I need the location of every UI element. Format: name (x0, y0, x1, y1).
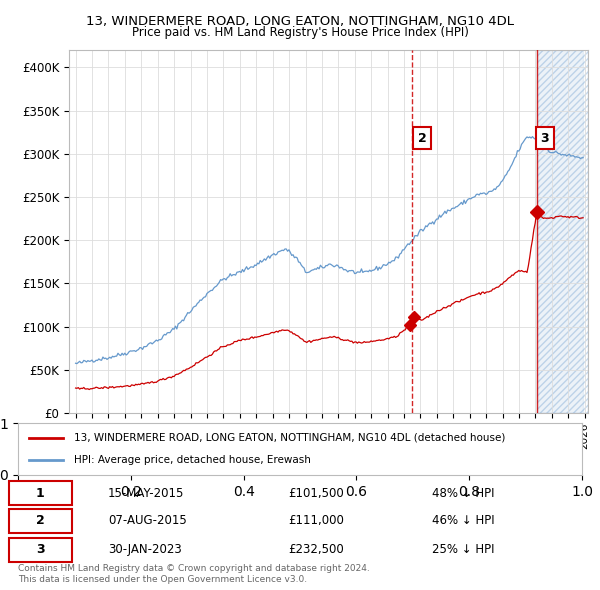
Text: 2: 2 (418, 132, 427, 145)
Text: £111,000: £111,000 (288, 514, 344, 527)
Text: 13, WINDERMERE ROAD, LONG EATON, NOTTINGHAM, NG10 4DL: 13, WINDERMERE ROAD, LONG EATON, NOTTING… (86, 15, 514, 28)
FancyBboxPatch shape (9, 509, 72, 533)
Text: 25% ↓ HPI: 25% ↓ HPI (432, 543, 494, 556)
Text: 48% ↓ HPI: 48% ↓ HPI (432, 487, 494, 500)
Text: 1: 1 (36, 487, 44, 500)
FancyBboxPatch shape (9, 481, 72, 505)
Text: 46% ↓ HPI: 46% ↓ HPI (432, 514, 494, 527)
Text: £101,500: £101,500 (288, 487, 344, 500)
Text: 30-JAN-2023: 30-JAN-2023 (108, 543, 182, 556)
Text: 2: 2 (36, 514, 44, 527)
Text: HPI: Average price, detached house, Erewash: HPI: Average price, detached house, Erew… (74, 455, 311, 466)
Text: Contains HM Land Registry data © Crown copyright and database right 2024.: Contains HM Land Registry data © Crown c… (18, 565, 370, 573)
FancyBboxPatch shape (9, 538, 72, 562)
Text: This data is licensed under the Open Government Licence v3.0.: This data is licensed under the Open Gov… (18, 575, 307, 584)
Text: 15-MAY-2015: 15-MAY-2015 (108, 487, 184, 500)
Text: Price paid vs. HM Land Registry's House Price Index (HPI): Price paid vs. HM Land Registry's House … (131, 26, 469, 39)
Text: 07-AUG-2015: 07-AUG-2015 (108, 514, 187, 527)
Text: 3: 3 (541, 132, 549, 145)
Text: 3: 3 (36, 543, 44, 556)
Text: 13, WINDERMERE ROAD, LONG EATON, NOTTINGHAM, NG10 4DL (detached house): 13, WINDERMERE ROAD, LONG EATON, NOTTING… (74, 432, 506, 442)
Text: £232,500: £232,500 (288, 543, 344, 556)
